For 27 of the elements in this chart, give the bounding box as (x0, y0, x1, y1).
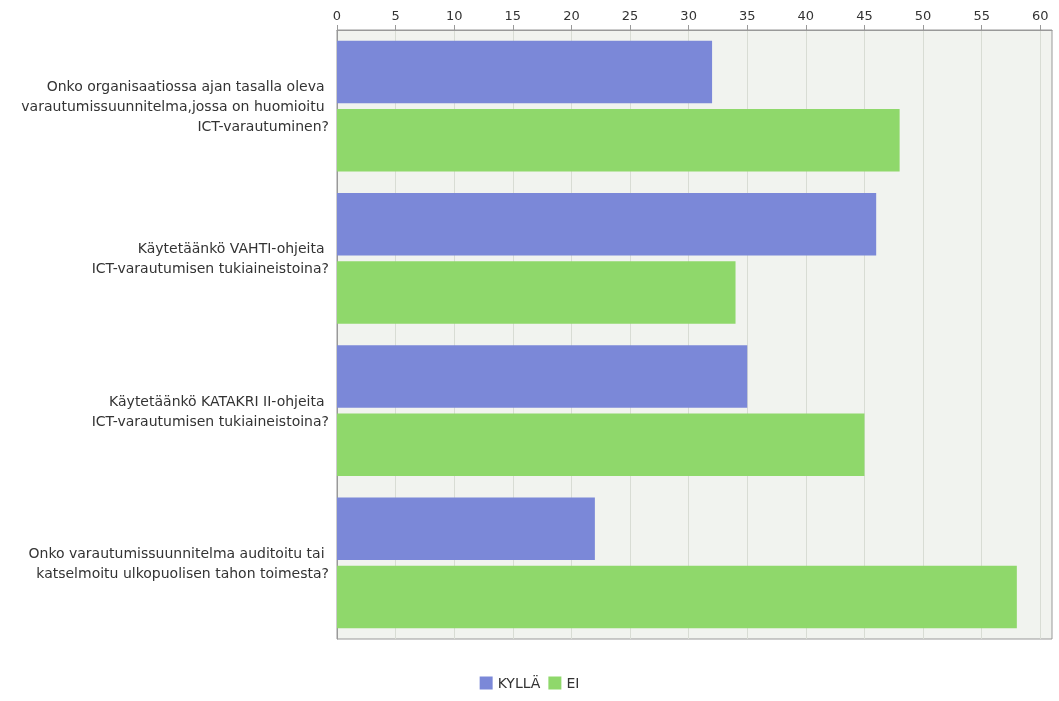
x-tick-label: 0 (332, 8, 342, 23)
x-tick-label: 35 (738, 8, 756, 23)
bar (337, 192, 877, 256)
bar (337, 108, 900, 172)
bar (337, 261, 736, 324)
x-tick-label: 5 (391, 8, 400, 23)
y-tick-label: Onko organisaatiossa ajan tasalla oleva varautumissuunnitelma,jossa on huomioitu ICT-varautuminen? (21, 78, 329, 135)
bar (337, 413, 865, 477)
bar (337, 40, 713, 104)
x-tick-label: 10 (445, 8, 463, 23)
x-tick-label: 15 (504, 8, 522, 23)
x-tick-label: 60 (1032, 8, 1049, 23)
x-tick-label: 40 (797, 8, 815, 23)
bar (337, 565, 1017, 629)
bar (337, 345, 748, 408)
y-tick-label: Käytetäänkö KATAKRI II-ohjeita ICT-varautumisen tukiaineistoina? (91, 392, 329, 429)
bar (337, 497, 595, 561)
y-tick-label: Käytetäänkö VAHTI-ohjeita ICT-varautumisen tukiaineistoina? (91, 240, 329, 277)
legend-label: KYLLÄ (497, 674, 541, 691)
x-tick-label: 50 (914, 8, 932, 23)
legend-label: EI (566, 675, 580, 691)
x-tick-label: 25 (621, 8, 639, 23)
y-tick-label: Onko varautumissuunnitelma auditoitu tai katselmoitu ulkopuolisen tahon toimesta? (28, 544, 329, 581)
x-tick-label: 30 (680, 8, 697, 23)
x-tick-label: 20 (563, 8, 580, 23)
x-tick-label: 45 (856, 8, 873, 23)
x-tick-label: 55 (973, 8, 990, 23)
